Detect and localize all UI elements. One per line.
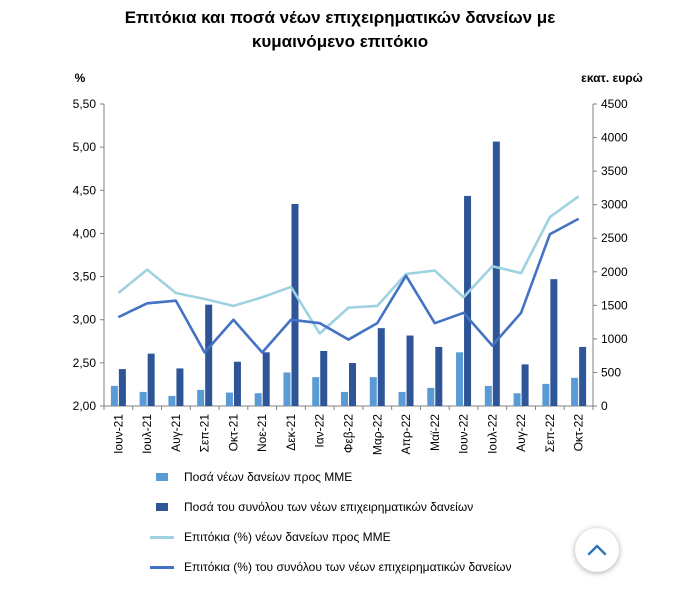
bar-sme	[456, 352, 464, 406]
bar-sme	[398, 391, 406, 406]
y-left-tick-label: 3,00	[73, 313, 97, 327]
bar-sme	[571, 377, 579, 406]
chart-title-line-1: Επιτόκια και ποσά νέων επιχειρηματικών δ…	[124, 8, 556, 27]
y-right-axis-label: εκατ. ευρώ	[581, 71, 643, 85]
y-right-tick-label: 500	[601, 365, 621, 379]
legend-swatch	[156, 503, 168, 511]
x-tick-label: Οκτ-22	[572, 414, 586, 452]
bar-sme	[542, 383, 550, 406]
legend-item: Ποσά νέων δανείων προς ΜΜΕ	[150, 467, 352, 487]
x-tick-label: Ιουλ-22	[485, 414, 499, 454]
bar-sme	[283, 372, 291, 406]
x-tick-label: Ιουλ-21	[140, 414, 154, 454]
bar-sme	[312, 377, 320, 406]
bar-sme	[139, 391, 147, 406]
x-tick-label: Αυγ-22	[514, 414, 528, 452]
y-left-tick-label: 5,00	[73, 140, 97, 154]
bar-total	[118, 369, 126, 406]
series-line-sme-rate	[117, 195, 580, 335]
bar-sme	[110, 385, 118, 406]
x-tick-label: Ιουν-21	[111, 414, 125, 454]
series-line-total-rate	[117, 217, 580, 354]
legend-item: Επιτόκια (%) του συνόλου των νέων επιχει…	[150, 557, 512, 577]
y-left-axis-label: %	[75, 71, 86, 85]
x-tick-label: Απρ-22	[399, 414, 413, 455]
legend-label: Ποσά του συνόλου των νέων επιχειρηματικώ…	[184, 500, 474, 514]
bar-sme	[427, 387, 435, 406]
bar-total	[291, 203, 299, 406]
y-left-tick-label: 4,50	[73, 183, 97, 197]
chart-title: Επιτόκια και ποσά νέων επιχειρηματικών δ…	[60, 6, 620, 54]
legend-label: Επιτόκια (%) του συνόλου των νέων επιχει…	[184, 560, 512, 574]
bar-total	[147, 353, 155, 406]
bar-total	[205, 304, 213, 406]
bar-total	[320, 350, 328, 406]
x-tick-label: Μαρ-22	[370, 414, 384, 455]
x-tick-label: Δεκ-21	[284, 414, 298, 451]
chart-svg: 2,00 2,50 3,00 3,50 4,00 4,50 5,00 5,50 0 500 1000…	[73, 71, 643, 455]
legend-swatch	[156, 473, 168, 481]
bar-total	[492, 141, 500, 407]
bar-sme	[225, 392, 233, 406]
y-left-tick-label: 2,00	[73, 399, 97, 413]
legend-item: Ποσά του συνόλου των νέων επιχειρηματικώ…	[150, 497, 473, 517]
y-left-tick-label: 2,50	[73, 356, 97, 370]
bar-total	[176, 368, 184, 406]
x-tick-label: Φεβ-22	[342, 414, 356, 453]
x-tick-label: Μαϊ-22	[428, 414, 442, 451]
bar-sme	[254, 393, 262, 406]
chevron-up-icon	[587, 544, 607, 556]
chart-title-line-2: κυμαινόμενο επιτόκιο	[251, 32, 429, 51]
y-right-tick-label: 2000	[601, 265, 628, 279]
bar-total	[233, 361, 241, 406]
bar-sme	[168, 395, 176, 406]
bar-sme	[341, 391, 348, 406]
bar-sme	[513, 393, 521, 406]
x-tick-label: Αυγ-21	[169, 414, 183, 452]
y-right-tick-label: 0	[601, 399, 608, 413]
bar-total	[262, 352, 270, 406]
bar-sme	[369, 377, 377, 406]
y-left-tick-label: 4,00	[73, 226, 97, 240]
legend-label: Ποσά νέων δανείων προς ΜΜΕ	[184, 470, 353, 484]
y-right-tick-label: 2500	[601, 231, 628, 245]
y-right-tick-label: 3500	[601, 164, 628, 178]
x-tick-label: Σεπ-21	[198, 414, 212, 453]
x-tick-label: Οκτ-21	[226, 414, 240, 452]
y-right-tick-label: 3000	[601, 198, 628, 212]
bar-total	[406, 335, 414, 406]
legend-swatch	[150, 535, 174, 539]
scroll-to-top-button[interactable]	[575, 528, 619, 572]
legend-swatch	[150, 565, 174, 569]
legend-label: Επιτόκια (%) νέων δανείων προς ΜΜΕ	[184, 530, 391, 544]
y-left-tick-label: 5,50	[73, 97, 97, 111]
x-tick-label: Νοε-21	[255, 414, 269, 452]
y-right-tick-label: 4000	[601, 131, 628, 145]
legend-item: Επιτόκια (%) νέων δανείων προς ΜΜΕ	[150, 527, 391, 547]
bar-total	[435, 346, 443, 406]
x-tick-label: Ιαν-22	[313, 414, 327, 448]
y-left-tick-label: 3,50	[73, 270, 97, 284]
y-right-tick-label: 1500	[601, 298, 628, 312]
bar-sme	[484, 385, 492, 406]
bar-sme	[197, 389, 205, 406]
bar-total	[521, 364, 529, 406]
bar-total	[464, 195, 472, 406]
x-tick-label: Ιουν-22	[457, 414, 471, 454]
x-tick-label: Σεπ-22	[543, 414, 557, 453]
bar-total	[349, 363, 356, 406]
bar-total	[579, 346, 587, 406]
bar-total	[550, 279, 558, 406]
bar-total	[377, 328, 385, 406]
y-right-tick-label: 1000	[601, 332, 628, 346]
y-right-tick-label: 4500	[601, 97, 628, 111]
